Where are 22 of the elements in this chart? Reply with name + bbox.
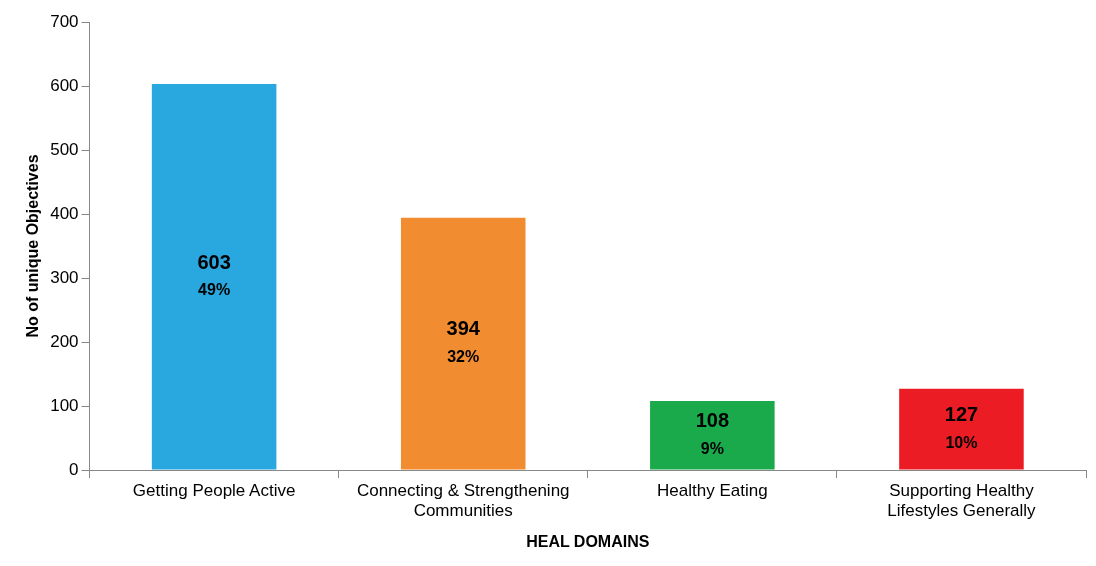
y-tick-label: 300 (50, 267, 79, 287)
data-label: 127 10% (944, 402, 979, 451)
y-tick-label: 0 (69, 459, 79, 479)
x-tick-label: Healthy Eating (657, 480, 768, 500)
y-tick-label: 600 (50, 75, 79, 95)
data-label: 394 32% (446, 317, 481, 366)
data-label: 603 49% (197, 250, 231, 299)
x-tick-label: Connecting & Strengthening Communities (356, 480, 570, 521)
bar (400, 217, 526, 470)
y-tick-label: 200 (50, 331, 79, 351)
y-tick-label: 700 (50, 11, 79, 31)
y-axis-title: No of unique Objectives (24, 154, 42, 338)
bar (650, 400, 775, 470)
bar (899, 388, 1024, 470)
x-axis-title: HEAL DOMAINS (526, 532, 650, 550)
x-tick-label: Getting People Active (132, 480, 296, 500)
y-tick-label: 100 (50, 395, 79, 415)
x-tick-label: Supporting Healthy Lifestyles Generally (887, 480, 1037, 521)
y-tick-label: 500 (50, 139, 79, 159)
y-tick-label: 400 (50, 203, 79, 223)
bar (151, 84, 277, 470)
data-label: 108 9% (695, 408, 730, 457)
